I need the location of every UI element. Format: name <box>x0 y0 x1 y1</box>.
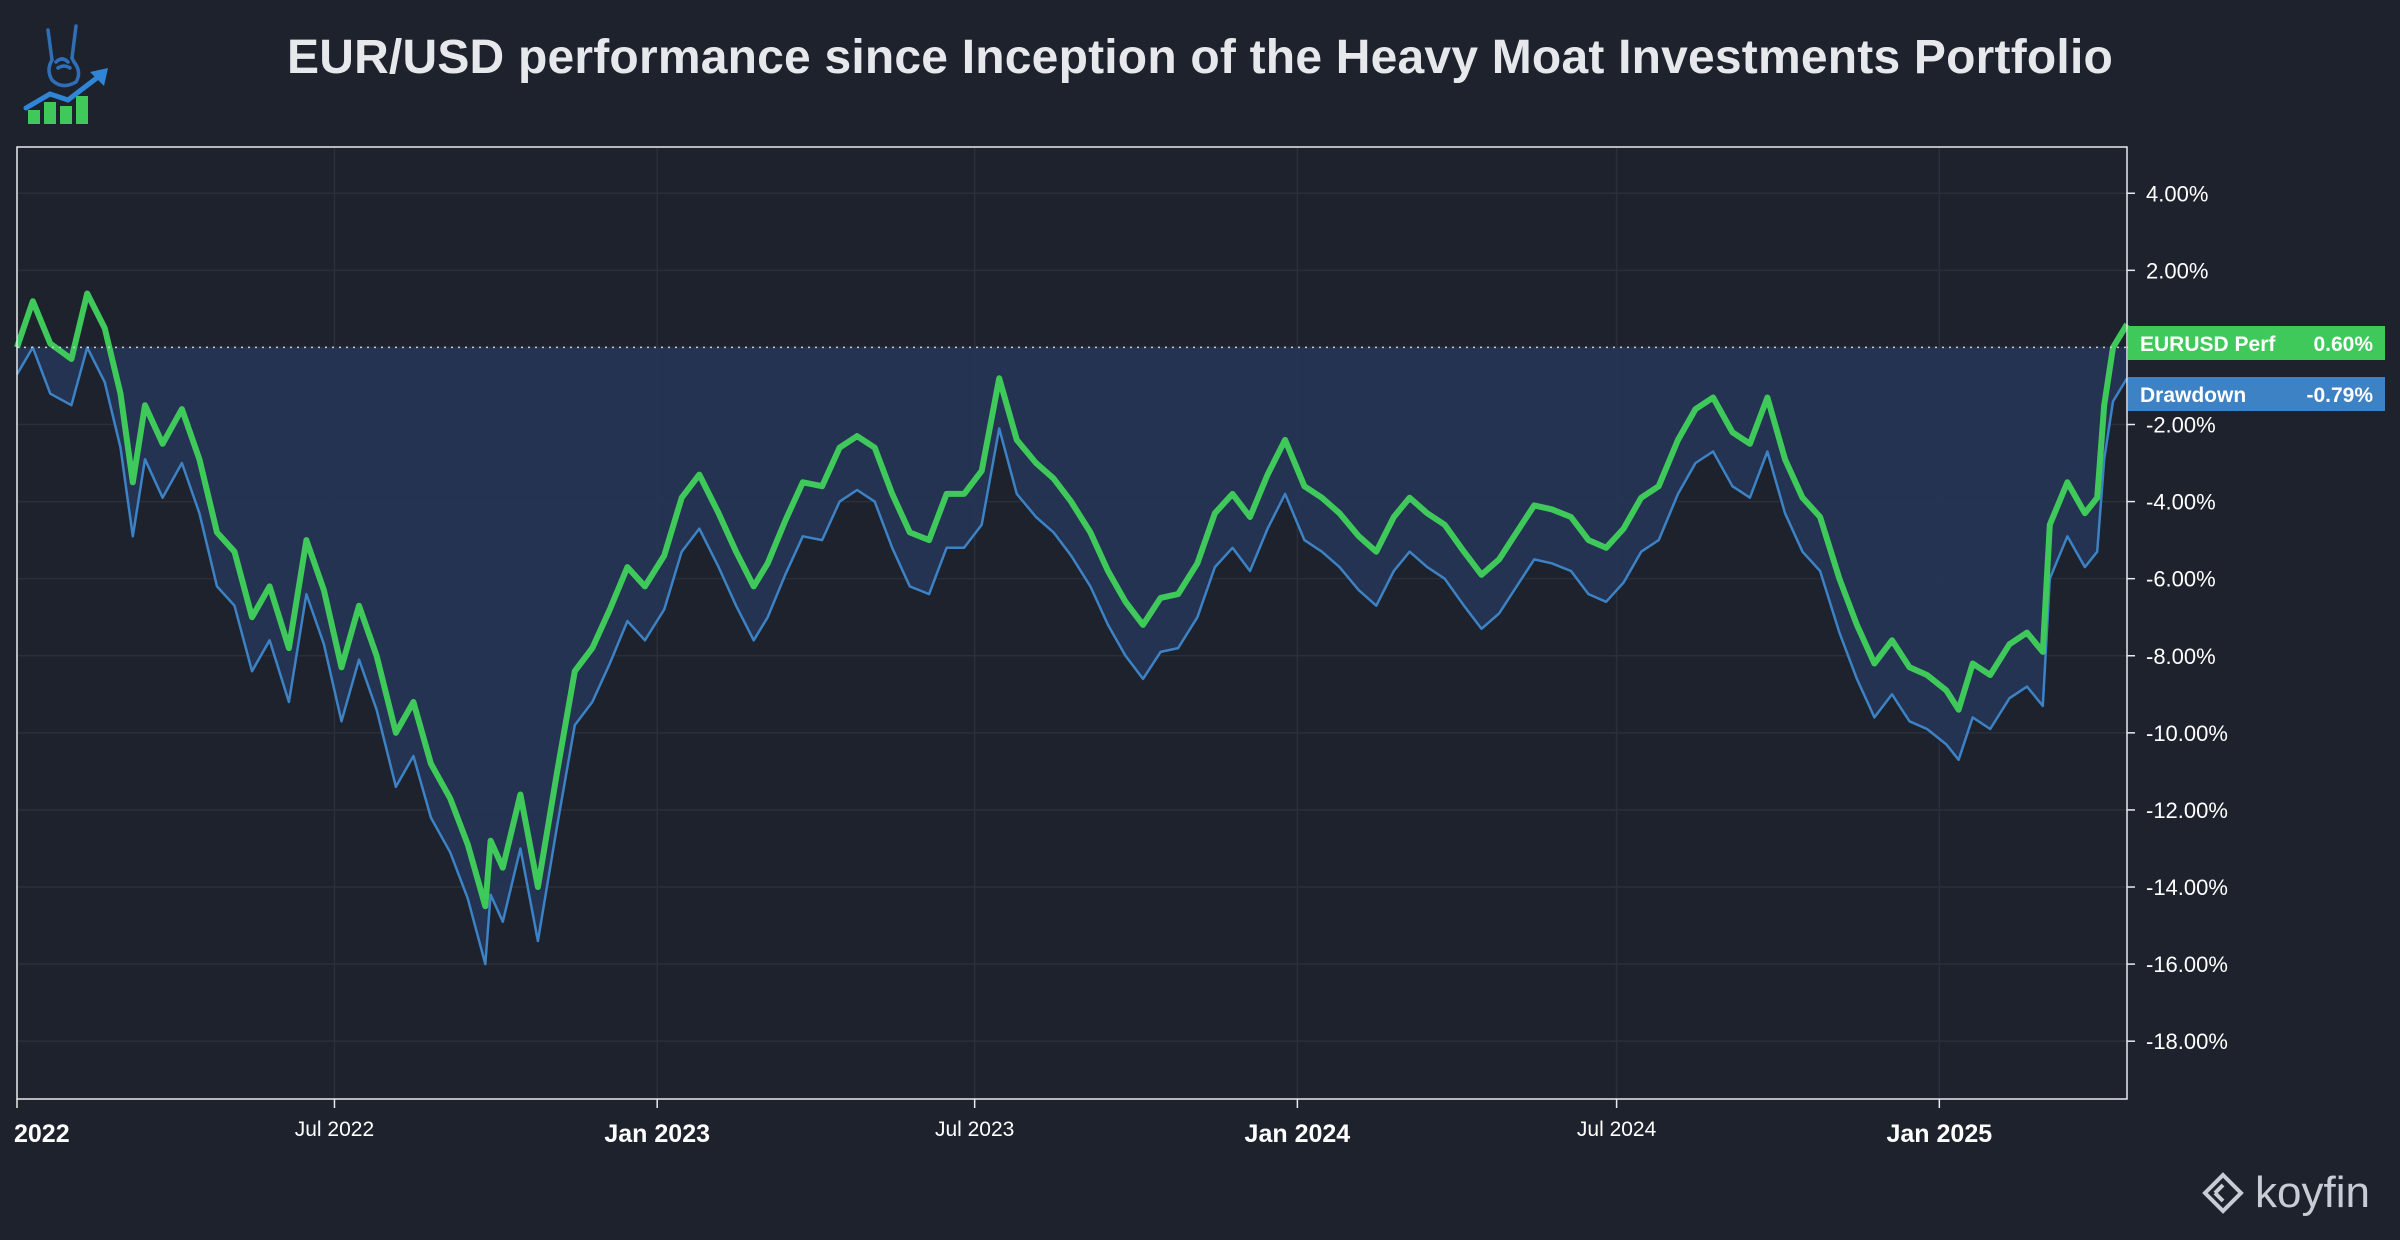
drawdown-area <box>17 347 2127 965</box>
chart-title: EUR/USD performance since Inception of t… <box>286 31 2113 84</box>
y-tick-label: 2.00% <box>2146 258 2208 283</box>
y-tick-label: -14.00% <box>2146 875 2228 900</box>
y-tick-label: -8.00% <box>2146 644 2216 669</box>
y-tick-label: -12.00% <box>2146 798 2228 823</box>
x-axis: 2022 Jul 2022 Jan 2023 Jul 2023 Jan 2024 Jul … <box>14 1099 1992 1148</box>
legend-tag: Drawdown -0.79% <box>2128 377 2385 411</box>
drawdown-series-line <box>15 346 2129 966</box>
legend-series-name: Drawdown <box>2140 384 2246 407</box>
y-tick-label: -6.00% <box>2146 567 2216 592</box>
x-tick-label: Jan 2024 <box>1245 1120 1351 1148</box>
legend-series-value: 0.60% <box>2313 333 2373 356</box>
x-tick-label: Jul 2023 <box>935 1118 1014 1141</box>
y-tick-label: -2.00% <box>2146 413 2216 438</box>
koyfin-watermark: koyfin <box>2201 1168 2370 1218</box>
legend: EURUSD Perf 0.60% Drawdown -0.79% <box>2128 326 2385 411</box>
legend-series-value: -0.79% <box>2306 384 2373 407</box>
legend-tag-bg <box>2128 377 2385 411</box>
y-tick-label: -16.00% <box>2146 952 2228 977</box>
y-axis: 4.00%2.00%0.00%-2.00%-4.00%-6.00%-8.00%-… <box>2127 181 2228 1054</box>
brand-name: koyfin <box>2255 1168 2370 1217</box>
x-tick-label: Jul 2024 <box>1577 1118 1657 1141</box>
legend-series-name: EURUSD Perf <box>2140 333 2276 356</box>
x-tick-label: Jan 2025 <box>1887 1120 1993 1148</box>
y-tick-label: -10.00% <box>2146 721 2228 746</box>
legend-tag-bg <box>2128 326 2385 360</box>
legend-tag: EURUSD Perf 0.60% <box>2128 326 2385 360</box>
koyfin-logo-icon <box>2202 1172 2244 1214</box>
heavy-moat-logo <box>23 24 108 124</box>
y-tick-label: -4.00% <box>2146 490 2216 515</box>
plot-frame <box>16 146 2128 1100</box>
x-tick-label: Jul 2022 <box>295 1118 374 1141</box>
x-tick-label: Jan 2023 <box>604 1120 710 1148</box>
x-tick-label: 2022 <box>14 1120 70 1148</box>
eurusd-perf-series-line <box>14 290 2130 910</box>
y-tick-label: 4.00% <box>2146 181 2208 206</box>
y-tick-label: -18.00% <box>2146 1029 2228 1054</box>
